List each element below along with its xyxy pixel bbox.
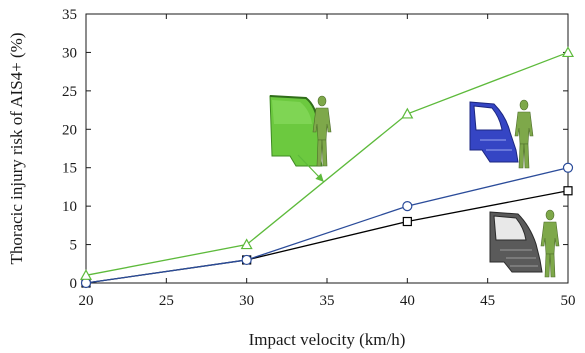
triangle-marker [561,46,575,58]
circle-marker [241,254,252,266]
square-marker [402,216,412,227]
x-tick-label: 25 [159,293,174,309]
triangle-marker [401,107,414,119]
annotation-arrow-head [315,173,324,182]
gray-vehicle-front-with-pedestrian-icon [489,209,560,278]
circle-marker [402,201,413,212]
y-tick-label: 30 [62,45,77,61]
y-tick-label: 35 [62,7,77,23]
x-tick-label: 45 [480,293,495,309]
y-tick-label: 5 [70,238,78,254]
axis-labels: 20 25 30 35 40 45 50 0 5 10 15 20 25 30 35 Impact veloc… [7,7,576,349]
y-tick-label: 10 [62,199,77,215]
circle-marker [562,162,574,173]
triangle-marker [240,238,253,250]
vehicle-thumbnails [269,95,560,278]
x-tick-label: 40 [400,293,415,309]
green-vehicle-front-with-pedestrian-icon [269,95,332,167]
x-tick-label: 35 [320,293,335,309]
data-marks [79,46,575,289]
series-line-triangle [85,51,569,276]
y-tick-label: 0 [70,276,78,292]
series-line-circle [85,167,569,284]
blue-vehicle-front-with-pedestrian-icon [469,99,534,169]
x-tick-label: 50 [561,293,576,309]
x-axis-title: Impact velocity (km/h) [249,330,406,349]
x-tick-label: 20 [79,293,94,309]
triangle-marker [79,269,93,280]
y-axis-title: Thoracic injury risk of AIS4+ (%) [7,33,26,265]
square-marker [563,186,573,196]
y-tick-label: 15 [62,161,77,177]
y-tick-label: 25 [62,84,77,100]
x-tick-label: 30 [239,293,254,309]
y-tick-label: 20 [62,122,77,138]
